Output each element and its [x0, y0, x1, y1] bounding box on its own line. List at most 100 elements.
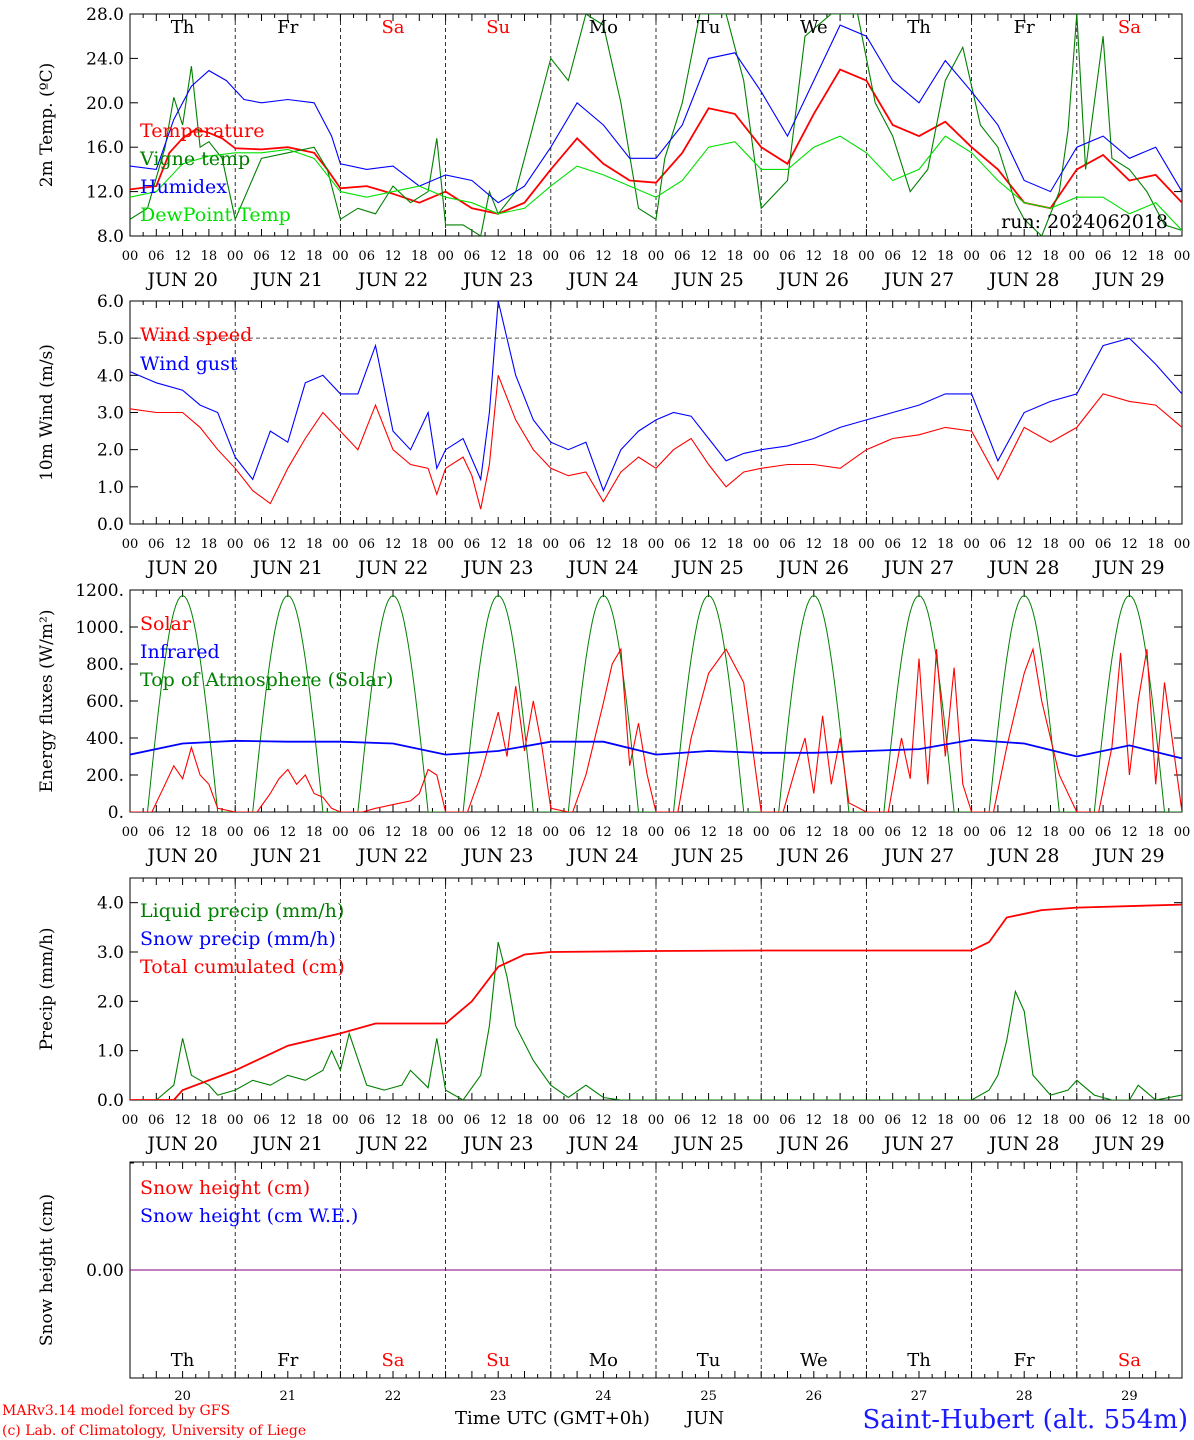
hour-tick-label: 12: [385, 1113, 402, 1128]
hour-tick-label: 00: [648, 249, 665, 264]
footer-xlabel: Time UTC (GMT+0h): [455, 1408, 650, 1429]
date-label: JUN 27: [882, 1133, 954, 1155]
legend-entry: Infrared: [140, 641, 220, 663]
hour-tick-label: 06: [884, 1113, 901, 1128]
hour-tick-label: 18: [411, 825, 428, 840]
hour-tick-label: 06: [358, 1113, 375, 1128]
date-label: JUN 21: [251, 557, 323, 579]
hour-tick-label: 06: [1095, 825, 1112, 840]
hour-tick-label: 18: [832, 1113, 849, 1128]
hour-tick-label: 06: [358, 825, 375, 840]
hour-tick-label: 12: [280, 249, 297, 264]
date-label: JUN 28: [987, 557, 1059, 579]
hour-tick-label: 00: [437, 537, 454, 552]
hour-tick-label: 06: [674, 249, 691, 264]
hour-tick-label: 12: [490, 825, 507, 840]
footer-model: MARv3.14 model forced by GFS: [2, 1403, 230, 1419]
y-tick-label: 4.0: [97, 366, 124, 386]
hour-tick-label: 06: [674, 537, 691, 552]
day-abbr: Fr: [1014, 1350, 1035, 1371]
day-abbr: Sa: [381, 1350, 404, 1371]
series-infrared: [130, 738, 1182, 760]
date-label: JUN 25: [671, 845, 743, 867]
y-tick-label: 4.0: [97, 894, 124, 914]
hour-tick-label: 00: [543, 1113, 560, 1128]
hour-tick-label: 18: [306, 249, 323, 264]
legend-entry: Humidex: [140, 176, 227, 198]
hour-tick-label: 12: [806, 1113, 823, 1128]
date-number: 28: [1016, 1389, 1033, 1404]
day-abbr: Th: [907, 1350, 931, 1371]
hour-tick-label: 12: [174, 249, 191, 264]
date-label: JUN 28: [987, 269, 1059, 291]
hour-tick-label: 18: [306, 537, 323, 552]
hour-tick-label: 18: [411, 1113, 428, 1128]
series-top-of-atmosphere: [130, 594, 1182, 812]
hour-tick-label: 18: [1147, 1113, 1164, 1128]
date-label: JUN 25: [671, 557, 743, 579]
y-tick-label: 1.0: [97, 478, 124, 498]
hour-tick-label: 00: [753, 249, 770, 264]
date-label: JUN 27: [882, 557, 954, 579]
hour-tick-label: 06: [779, 825, 796, 840]
footer-copyright: (c) Lab. of Climatology, University of L…: [2, 1423, 306, 1439]
hour-tick-label: 00: [1174, 249, 1191, 264]
day-abbr: Tu: [697, 17, 721, 38]
hour-tick-label: 06: [148, 1113, 165, 1128]
hour-tick-label: 00: [648, 537, 665, 552]
hour-tick-label: 12: [595, 249, 612, 264]
y-axis-label: Energy fluxes (W/m²): [37, 610, 57, 793]
hour-tick-label: 00: [122, 1113, 139, 1128]
date-label: JUN 25: [671, 1133, 743, 1155]
hour-tick-label: 18: [937, 1113, 954, 1128]
date-number: 22: [385, 1389, 402, 1404]
date-label: JUN 23: [461, 1133, 533, 1155]
hour-tick-label: 06: [1095, 249, 1112, 264]
date-label: JUN 21: [251, 1133, 323, 1155]
hour-tick-label: 12: [490, 1113, 507, 1128]
y-tick-label: 0.0: [97, 1091, 124, 1111]
hour-tick-label: 18: [516, 537, 533, 552]
hour-tick-label: 00: [437, 825, 454, 840]
hour-tick-label: 18: [1042, 537, 1059, 552]
date-label: JUN 24: [566, 845, 638, 867]
hour-tick-label: 06: [148, 537, 165, 552]
hour-tick-label: 06: [464, 825, 481, 840]
hour-tick-label: 00: [858, 825, 875, 840]
hour-tick-label: 12: [385, 825, 402, 840]
hour-tick-label: 12: [1016, 825, 1033, 840]
hour-tick-label: 18: [832, 249, 849, 264]
hour-tick-label: 18: [1147, 249, 1164, 264]
hour-tick-label: 06: [569, 1113, 586, 1128]
panel-4: 0.0 1.0 2.0 3.0 4.0 Precip (mm/h) Liquid preci…: [37, 877, 1190, 1155]
hour-tick-label: 00: [753, 537, 770, 552]
footer-month: JUN: [684, 1408, 724, 1429]
plot-frame: [129, 589, 1183, 813]
hour-tick-label: 00: [332, 537, 349, 552]
hour-tick-label: 12: [700, 825, 717, 840]
hour-tick-label: 12: [1016, 537, 1033, 552]
y-tick-label: 0.00: [86, 1261, 124, 1281]
hour-tick-label: 12: [280, 825, 297, 840]
hour-tick-label: 12: [490, 537, 507, 552]
series-liquid-precip-mm-h-: [130, 941, 1182, 1100]
hour-tick-label: 00: [963, 825, 980, 840]
hour-tick-label: 00: [437, 249, 454, 264]
y-tick-label: 24.0: [86, 49, 124, 69]
hour-tick-label: 18: [621, 1113, 638, 1128]
hour-tick-label: 06: [1095, 537, 1112, 552]
hour-tick-label: 00: [1069, 825, 1086, 840]
hour-tick-label: 00: [858, 537, 875, 552]
hour-tick-label: 06: [253, 825, 270, 840]
hour-tick-label: 18: [516, 1113, 533, 1128]
hour-tick-label: 12: [595, 825, 612, 840]
series-solar: [130, 647, 1182, 812]
station-title: Saint-Hubert (alt. 554m): [862, 1405, 1188, 1435]
series-wind-speed: [130, 375, 1182, 510]
footer: MARv3.14 model forced by GFS (c) Lab. of…: [2, 1403, 1188, 1439]
date-label: JUN 29: [1092, 269, 1164, 291]
y-axis-label: Precip (mm/h): [37, 927, 57, 1050]
hour-tick-label: 12: [1121, 537, 1138, 552]
series-total-cumulated-cm-: [130, 903, 1182, 1100]
